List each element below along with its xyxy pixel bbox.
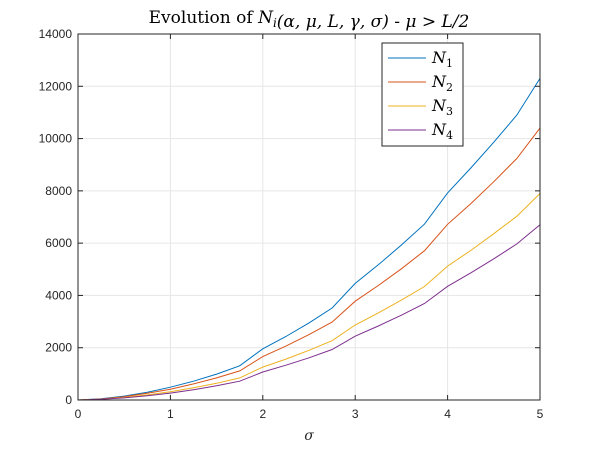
x-axis-label: σ xyxy=(304,428,314,444)
series-line-n4 xyxy=(77,224,541,401)
legend-label-n1: N1 xyxy=(431,48,453,70)
y-tick-label: 8000 xyxy=(45,184,72,198)
legend-label-n3: N3 xyxy=(431,96,453,118)
axes-box xyxy=(77,33,541,401)
axis-ticks: 0 1 2 3 4 5 0 2000 4000 6000 8000 10000 12000 14000 xyxy=(39,27,544,421)
legend-label-n4: N4 xyxy=(431,120,453,142)
x-tick-label: 4 xyxy=(444,407,451,421)
x-tick-label: 5 xyxy=(537,407,544,421)
x-tick-label: 3 xyxy=(352,407,359,421)
y-tick-label: 4000 xyxy=(45,288,72,302)
series-lines xyxy=(77,78,541,401)
x-tick-label: 0 xyxy=(75,407,82,421)
x-tick-label: 2 xyxy=(259,407,266,421)
series-line-n1 xyxy=(77,78,541,401)
y-tick-label: 6000 xyxy=(45,236,72,250)
chart-title: Evolution of Ni(α, μ, L, γ, σ) - μ > L/2 xyxy=(149,8,470,32)
grid-lines xyxy=(77,33,541,401)
y-tick-label: 10000 xyxy=(39,132,73,146)
y-tick-label: 0 xyxy=(65,393,72,407)
series-line-n2 xyxy=(77,127,541,401)
y-tick-label: 2000 xyxy=(45,341,72,355)
y-tick-label: 12000 xyxy=(39,79,73,93)
y-tick-label: 14000 xyxy=(39,27,73,41)
x-tick-label: 1 xyxy=(167,407,174,421)
legend-label-n2: N2 xyxy=(431,72,453,94)
series-line-n3 xyxy=(77,193,541,401)
legend-box xyxy=(381,42,464,147)
